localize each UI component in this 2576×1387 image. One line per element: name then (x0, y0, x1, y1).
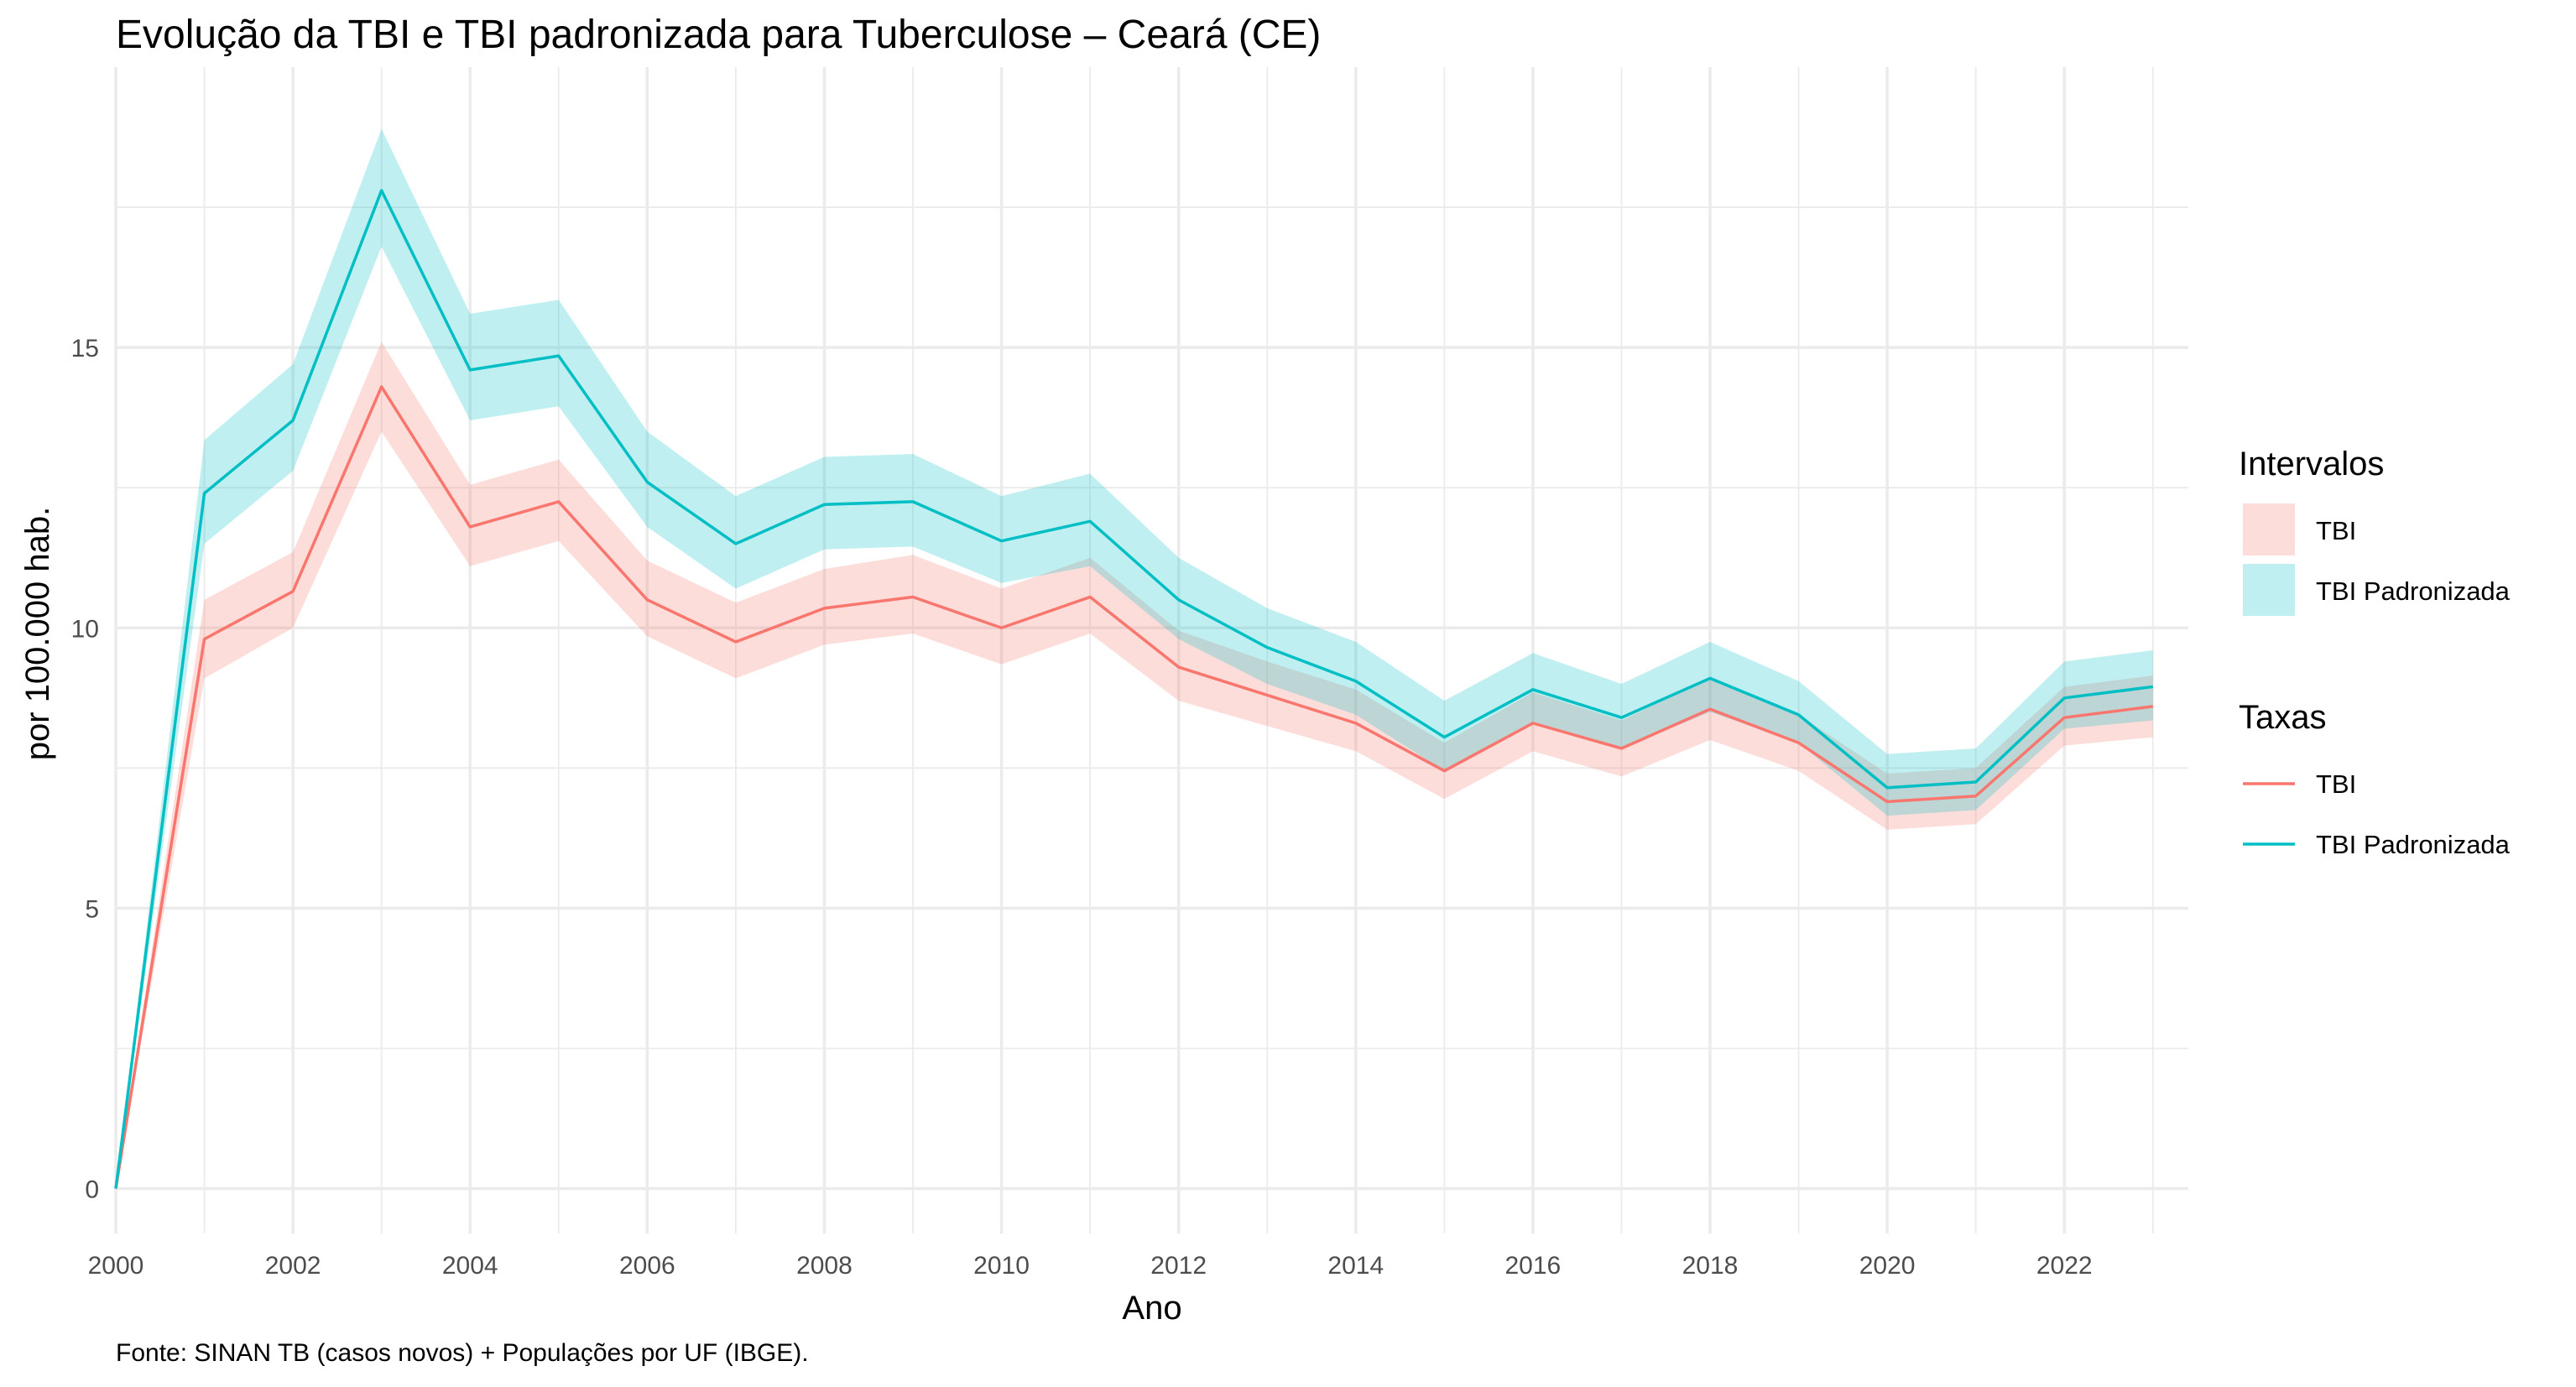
x-tick-label: 2004 (442, 1252, 498, 1280)
confidence-bands (116, 128, 2153, 1189)
x-tick-label: 2010 (973, 1252, 1030, 1280)
line-tbi-padronizada (114, 189, 2153, 1189)
legend-key-band-tbi (2243, 503, 2295, 555)
band-tbi (116, 342, 2153, 1189)
x-tick-label: 2016 (1505, 1252, 1562, 1280)
chart-caption: Fonte: SINAN TB (casos novos) + Populaçõ… (116, 1339, 809, 1367)
x-tick-label: 2018 (1682, 1252, 1739, 1280)
x-tick-label: 2012 (1150, 1252, 1207, 1280)
legend-label-line-tbi-padronizada: TBI Padronizada (2316, 830, 2511, 859)
legend-key-band-tbi-padronizada (2243, 564, 2295, 616)
y-axis-title: por 100.000 hab. (19, 507, 56, 760)
x-tick-label: 2014 (1327, 1252, 1384, 1280)
x-tick-label: 2006 (619, 1252, 675, 1280)
y-tick-label: 15 (71, 335, 99, 362)
x-tick-label: 2002 (265, 1252, 321, 1280)
band-tbi-padronizada (116, 128, 2153, 1189)
y-tick-label: 0 (85, 1176, 99, 1204)
y-tick-label: 10 (71, 615, 99, 643)
legend-label-line-tbi: TBI (2316, 769, 2356, 799)
x-tick-label: 2008 (796, 1252, 853, 1280)
x-tick-label: 2022 (2036, 1252, 2093, 1280)
minor-gridlines (116, 67, 2188, 1233)
x-axis-title: Ano (1122, 1290, 1181, 1327)
legend-title-rates: Taxas (2239, 699, 2327, 736)
major-gridlines (114, 67, 2188, 1233)
legend: Intervalos TBI TBI Padronizada Taxas TBI… (2239, 446, 2511, 859)
legend-label-band-tbi-padronizada: TBI Padronizada (2316, 576, 2511, 606)
x-tick-label: 2000 (88, 1252, 144, 1280)
x-axis-tick-labels: 2000 2002 2004 2006 2008 2010 2012 2014 2016 2018… (88, 1252, 2093, 1280)
legend-label-band-tbi: TBI (2316, 516, 2356, 545)
y-axis-tick-labels: 0 5 10 15 (71, 335, 99, 1203)
line-tbi (114, 385, 2153, 1189)
legend-title-intervals: Intervalos (2239, 446, 2384, 482)
chart-title: Evolução da TBI e TBI padronizada para T… (116, 13, 1322, 57)
y-tick-label: 5 (85, 895, 99, 923)
x-tick-label: 2020 (1859, 1252, 1916, 1280)
series-lines (114, 189, 2153, 1189)
